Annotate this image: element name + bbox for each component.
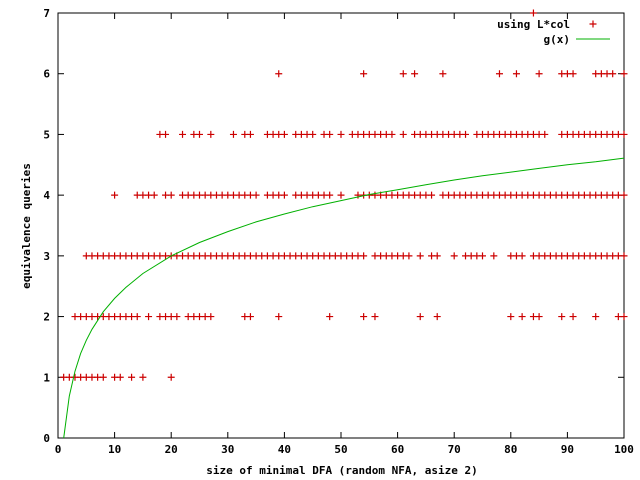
data-point bbox=[592, 313, 600, 321]
data-point bbox=[167, 373, 175, 381]
data-point bbox=[411, 70, 419, 78]
data-point bbox=[173, 313, 181, 321]
x-tick-label: 100 bbox=[614, 443, 634, 456]
x-tick-label: 20 bbox=[165, 443, 178, 456]
data-point bbox=[162, 130, 170, 138]
y-axis-label: equivalence queries bbox=[20, 163, 33, 289]
data-point bbox=[535, 70, 543, 78]
data-point bbox=[416, 313, 424, 321]
data-point bbox=[620, 70, 628, 78]
data-point bbox=[450, 252, 458, 260]
data-point bbox=[399, 130, 407, 138]
data-point bbox=[99, 373, 107, 381]
y-tick-label: 1 bbox=[43, 371, 50, 384]
data-point bbox=[529, 9, 537, 17]
data-point bbox=[433, 313, 441, 321]
data-point bbox=[569, 313, 577, 321]
data-point bbox=[620, 252, 628, 260]
x-tick-label: 90 bbox=[561, 443, 574, 456]
data-point bbox=[133, 313, 141, 321]
y-tick-label: 7 bbox=[43, 7, 50, 20]
data-point bbox=[326, 313, 334, 321]
data-point bbox=[280, 191, 288, 199]
y-tick-label: 4 bbox=[43, 189, 50, 202]
x-tick-label: 70 bbox=[448, 443, 461, 456]
data-point bbox=[179, 130, 187, 138]
data-point bbox=[246, 130, 254, 138]
data-point bbox=[371, 313, 379, 321]
x-tick-label: 50 bbox=[334, 443, 347, 456]
data-point bbox=[518, 252, 526, 260]
data-point bbox=[399, 70, 407, 78]
data-point bbox=[433, 252, 441, 260]
data-point bbox=[309, 130, 317, 138]
data-point bbox=[558, 313, 566, 321]
data-point bbox=[541, 130, 549, 138]
legend-label: using L*col bbox=[497, 18, 570, 31]
legend-point-swatch bbox=[589, 20, 597, 28]
data-point bbox=[116, 373, 124, 381]
y-tick-label: 3 bbox=[43, 250, 50, 263]
data-point bbox=[428, 191, 436, 199]
data-point bbox=[512, 70, 520, 78]
data-point bbox=[275, 70, 283, 78]
data-point bbox=[416, 252, 424, 260]
data-point bbox=[388, 130, 396, 138]
legend-label: g(x) bbox=[544, 33, 571, 46]
data-point bbox=[337, 130, 345, 138]
x-tick-label: 0 bbox=[55, 443, 62, 456]
data-point bbox=[229, 130, 237, 138]
x-tick-label: 10 bbox=[108, 443, 121, 456]
series-marks bbox=[60, 9, 628, 439]
x-tick-label: 60 bbox=[391, 443, 404, 456]
data-point bbox=[405, 252, 413, 260]
data-point bbox=[462, 130, 470, 138]
y-tick-label: 0 bbox=[43, 432, 50, 445]
data-point bbox=[495, 70, 503, 78]
data-point bbox=[620, 191, 628, 199]
data-point bbox=[145, 313, 153, 321]
data-point bbox=[207, 130, 215, 138]
data-point bbox=[207, 313, 215, 321]
data-point bbox=[326, 130, 334, 138]
data-point bbox=[360, 252, 368, 260]
data-point bbox=[275, 313, 283, 321]
series-line-g-x bbox=[63, 157, 625, 439]
data-point bbox=[280, 130, 288, 138]
data-point bbox=[360, 70, 368, 78]
data-point bbox=[507, 313, 515, 321]
data-point bbox=[196, 130, 203, 138]
data-point bbox=[111, 191, 119, 199]
y-tick-label: 6 bbox=[43, 68, 50, 81]
data-point bbox=[360, 313, 368, 321]
y-tick-label: 5 bbox=[43, 128, 50, 141]
data-point bbox=[246, 313, 254, 321]
x-axis-ticks: 0 10 20 30 40 50 60 70 80 90 100 bbox=[55, 13, 634, 456]
y-axis-ticks: 0 1 2 3 4 5 6 7 bbox=[43, 7, 624, 445]
data-point bbox=[490, 252, 498, 260]
y-tick-label: 2 bbox=[43, 311, 50, 324]
x-tick-label: 40 bbox=[278, 443, 291, 456]
data-point bbox=[167, 191, 175, 199]
data-point bbox=[609, 70, 617, 78]
data-point bbox=[518, 313, 526, 321]
x-tick-label: 80 bbox=[504, 443, 517, 456]
data-point bbox=[337, 191, 345, 199]
legend: using L*col g(x) bbox=[497, 18, 610, 46]
data-point bbox=[569, 70, 577, 78]
data-point bbox=[439, 70, 447, 78]
data-point bbox=[620, 130, 628, 138]
data-point bbox=[326, 191, 334, 199]
x-tick-label: 30 bbox=[221, 443, 234, 456]
data-point bbox=[535, 313, 543, 321]
data-point bbox=[479, 252, 486, 260]
data-point bbox=[252, 191, 260, 199]
data-point bbox=[150, 191, 158, 199]
data-point bbox=[139, 373, 147, 381]
data-point bbox=[620, 313, 628, 321]
x-axis-label: size of minimal DFA (random NFA, asize 2… bbox=[206, 464, 478, 477]
data-point bbox=[128, 373, 136, 381]
